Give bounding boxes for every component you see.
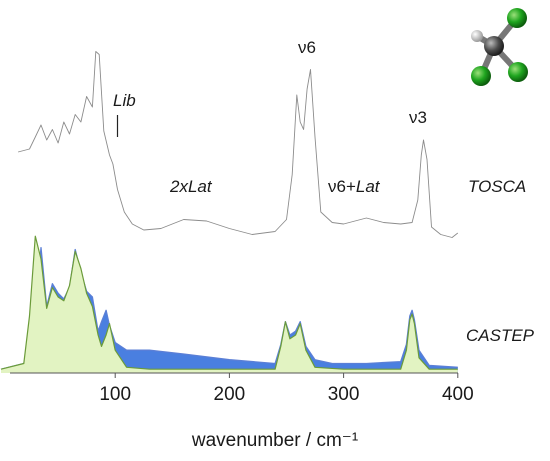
x-tick-label-200: 200	[214, 384, 246, 405]
plot-area	[0, 51, 459, 373]
series-line-castep-fundamental	[0, 235, 458, 370]
annotation-nu6: ν6	[298, 38, 316, 57]
series-line-tosca	[17, 51, 459, 238]
annotation-2xlat: 2xLat	[169, 177, 213, 196]
annotation-lib: Lib	[113, 91, 136, 110]
annotation-nu3: ν3	[409, 108, 427, 127]
series-label-castep: CASTEP	[466, 326, 535, 345]
chloroform-ball-and-stick-icon	[471, 8, 528, 86]
annotation-nu6-plus: ν6+	[328, 177, 356, 196]
x-tick-label-300: 300	[328, 384, 360, 405]
x-tick-label-400: 400	[442, 384, 474, 405]
series-line-castep-total	[0, 246, 458, 370]
annotation-nu6-plus-lat: ν6+Lat	[328, 177, 381, 196]
series-fill-castep-fundamental	[1, 236, 458, 373]
annotation-lat: Lat	[356, 177, 381, 196]
x-axis-title: wavenumber / cm⁻¹	[191, 430, 358, 451]
series-label-tosca: TOSCA	[468, 177, 526, 196]
x-tick-label-100: 100	[99, 384, 131, 405]
x-axis-ticks: 100 200 300 400	[99, 373, 474, 405]
